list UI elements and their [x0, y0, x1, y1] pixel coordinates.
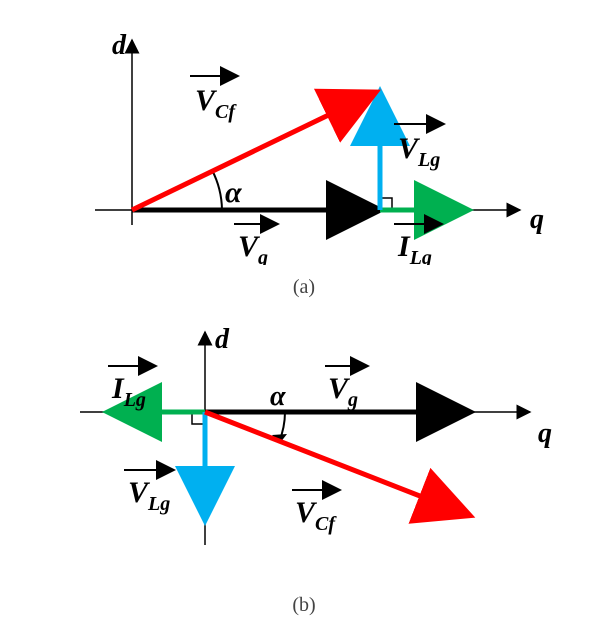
vec-vcf [205, 412, 466, 514]
svg-text:ILg: ILg [111, 372, 146, 411]
caption-b: (b) [0, 594, 608, 617]
label-vlg: VLg [124, 470, 174, 515]
label-vg: Vg [325, 366, 368, 411]
svg-text:ILg: ILg [397, 230, 432, 265]
svg-text:VLg: VLg [398, 132, 440, 171]
label-ilg: ILg [394, 224, 442, 265]
label-vcf: VCf [292, 490, 340, 535]
label-ilg: ILg [108, 366, 156, 411]
panel-b: d q α Vg ILg VLg VCf [20, 320, 580, 580]
label-q: q [530, 204, 544, 235]
svg-text:Vg: Vg [328, 372, 358, 411]
panel-b-svg: d q α Vg ILg VLg VCf [20, 320, 580, 580]
svg-text:Vg: Vg [238, 230, 268, 265]
label-vg: Vg [234, 224, 278, 265]
vec-vcf [132, 94, 372, 210]
svg-text:VCf: VCf [295, 496, 337, 535]
label-alpha: α [270, 381, 286, 412]
svg-text:VCf: VCf [195, 84, 237, 123]
panel-a: d q α VCf VLg Vg ILg [20, 10, 580, 265]
svg-text:VLg: VLg [128, 476, 170, 515]
caption-a: (a) [0, 276, 608, 299]
label-q: q [538, 418, 552, 449]
angle-arc [212, 170, 222, 210]
label-vcf: VCf [190, 76, 238, 123]
label-d: d [215, 324, 230, 355]
label-vlg: VLg [394, 124, 444, 171]
label-d: d [112, 30, 127, 61]
label-alpha: α [225, 176, 242, 209]
panel-a-svg: d q α VCf VLg Vg ILg [20, 10, 580, 265]
